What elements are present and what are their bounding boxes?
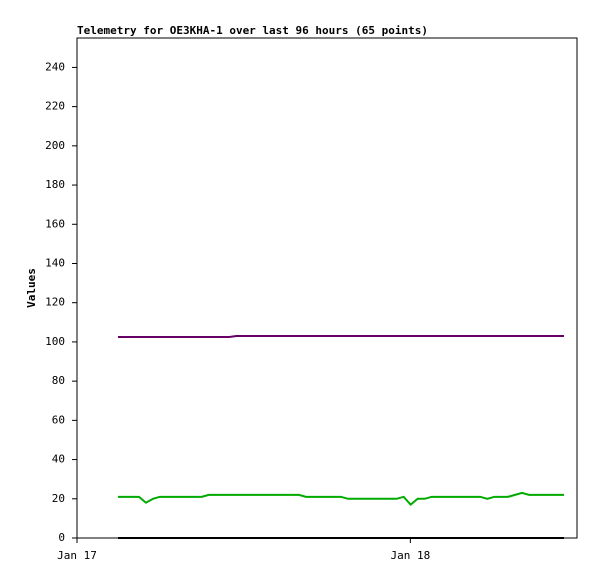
y-tick-label: 20 [52, 492, 65, 505]
y-tick-label: 80 [52, 374, 65, 387]
y-tick-label: 160 [45, 217, 65, 230]
y-tick-label: 220 [45, 100, 65, 113]
series-line [118, 491, 564, 507]
x-tick-label: Jan 18 [390, 549, 430, 562]
y-tick-label: 100 [45, 335, 65, 348]
x-tick-label: Jan 17 [57, 549, 97, 562]
y-tick-label: 60 [52, 413, 65, 426]
series-line [118, 335, 564, 339]
y-tick-label: 0 [58, 531, 65, 544]
plot-frame [76, 37, 578, 539]
y-tick-label: 120 [45, 296, 65, 309]
y-tick-label: 40 [52, 453, 65, 466]
chart-title: Telemetry for OE3KHA-1 over last 96 hour… [77, 24, 428, 37]
y-tick-label: 180 [45, 178, 65, 191]
y-tick-label: 140 [45, 256, 65, 269]
y-tick-label: 240 [45, 60, 65, 73]
y-tick-label: 200 [45, 139, 65, 152]
y-axis-label: Values [25, 268, 38, 308]
